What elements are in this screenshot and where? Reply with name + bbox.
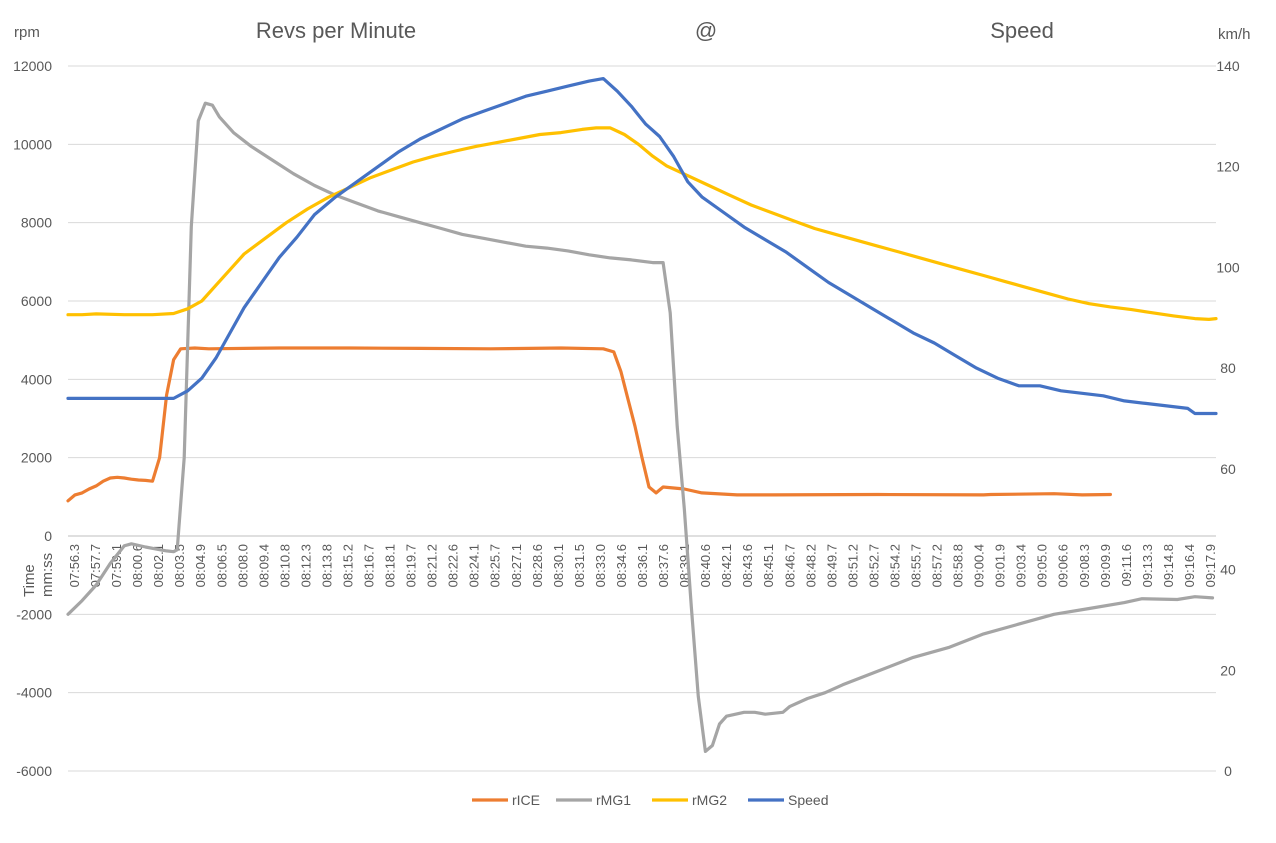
y-left-tick-label: 8000 [21,215,52,231]
x-tick-label: 08:25.7 [488,544,503,587]
x-tick-label: 08:03.5 [172,544,187,587]
series-lines [66,77,1218,753]
x-tick-label: 08:51.2 [845,544,860,587]
x-tick-label: 09:03.4 [1014,544,1029,587]
y-right-tick-label: 80 [1220,360,1236,376]
x-tick-label: 08:27.1 [509,544,524,587]
x-tick-label: 09:01.9 [993,544,1008,587]
series-line-rmg1 [66,101,1215,753]
x-tick-label: 08:04.9 [193,544,208,587]
x-tick-label: 08:45.1 [761,544,776,587]
y-left-tick-label: 6000 [21,293,52,309]
x-tick-label: 08:08.0 [235,544,250,587]
x-tick-label: 08:30.1 [551,544,566,587]
gridlines [68,65,1216,772]
x-tick-label: 08:40.6 [698,544,713,587]
y-right-tick-label: 0 [1224,763,1232,779]
y-axis-left-ticks: -6000 -4000 -2000 0 2000 4000 6000 8000 10000 120… [13,58,52,779]
x-tick-label: 08:16.7 [362,544,377,587]
x-tick-label: 08:22.6 [446,544,461,587]
x-tick-label: 09:16.4 [1182,544,1197,587]
x-tick-label: 09:17.9 [1203,544,1218,587]
x-tick-label: 07:59.1 [109,544,124,587]
x-tick-label: 08:12.3 [298,544,313,587]
y-left-tick-label: 4000 [21,371,52,387]
x-tick-label: 08:55.7 [908,544,923,587]
x-tick-label: 09:13.3 [1140,544,1155,587]
x-tick-label: 09:11.6 [1119,544,1134,586]
x-tick-label: 08:06.5 [214,544,229,587]
x-tick-label: 08:46.7 [782,544,797,587]
y-right-tick-label: 40 [1220,562,1236,578]
x-tick-label: 08:24.1 [467,544,482,587]
x-tick-label: 08:02.1 [151,544,166,587]
y-left-tick-label: -2000 [16,606,52,622]
x-tick-label: 08:10.8 [277,544,292,587]
x-tick-label: 08:58.8 [951,544,966,587]
legend-label-speed: Speed [788,792,828,808]
x-tick-label: 08:09.4 [256,544,271,587]
x-tick-label: 09:09.9 [1098,544,1113,587]
x-tick-label: 08:33.0 [593,544,608,587]
x-tick-label: 09:14.8 [1161,544,1176,587]
y-left-tick-label: 2000 [21,450,52,466]
x-tick-label: 08:18.1 [383,544,398,587]
y-axis-right-label: km/h [1218,26,1251,43]
legend-label-rice: rICE [512,792,540,808]
x-axis-label-time: Time [21,564,38,597]
x-tick-label: 09:08.3 [1077,544,1092,587]
x-axis-ticks: 07:56.3 07:57.7 07:59.1 08:00.6 08:02.1 08:03… [67,544,1218,587]
y-left-tick-label: -4000 [16,685,52,701]
chart-title-part-1: Revs per Minute [256,18,416,43]
x-tick-label: 09:06.6 [1056,544,1071,587]
x-tick-label: 08:00.6 [130,544,145,587]
x-axis-label-units: mm:ss [39,553,56,597]
series-line-rice [66,346,1112,503]
x-tick-label: 07:57.7 [88,544,103,587]
x-tick-label: 08:49.7 [824,544,839,587]
y-right-tick-label: 140 [1216,58,1240,74]
series-line-speed [66,77,1218,416]
x-tick-label: 08:57.2 [930,544,945,587]
x-tick-label: 09:05.0 [1035,544,1050,587]
chart-title-part-3: Speed [990,18,1054,43]
series-line-rmg2 [66,126,1218,321]
x-tick-label: 08:43.6 [740,544,755,587]
x-tick-label: 07:56.3 [67,544,82,587]
y-right-tick-label: 60 [1220,461,1236,477]
x-tick-label: 08:31.5 [572,544,587,587]
x-tick-label: 08:48.2 [803,544,818,587]
y-left-tick-label: 12000 [13,58,52,74]
x-tick-label: 08:42.1 [719,544,734,587]
legend: rICE rMG1 rMG2 Speed [472,792,828,808]
x-tick-label: 08:13.8 [319,544,334,587]
y-right-tick-label: 120 [1216,159,1240,175]
y-left-tick-label: -6000 [16,763,52,779]
x-tick-label: 08:54.2 [887,544,902,587]
y-right-tick-label: 100 [1216,259,1240,275]
chart-title-part-2: @ [695,18,717,43]
x-tick-label: 08:52.7 [866,544,881,587]
y-right-tick-label: 20 [1220,662,1236,678]
y-left-tick-label: 10000 [13,136,52,152]
y-axis-right-ticks: 0 20 40 60 80 100 120 140 [1216,58,1240,779]
x-tick-label: 08:15.2 [340,544,355,587]
x-tick-label: 09:00.4 [972,544,987,587]
legend-label-rmg2: rMG2 [692,792,727,808]
x-tick-label: 08:34.6 [614,544,629,587]
legend-label-rmg1: rMG1 [596,792,631,808]
y-left-tick-label: 0 [44,528,52,544]
x-tick-label: 08:21.2 [425,544,440,587]
x-tick-label: 08:37.6 [656,544,671,587]
x-tick-label: 08:19.7 [404,544,419,587]
x-tick-label: 08:36.1 [635,544,650,587]
x-tick-label: 08:28.6 [530,544,545,587]
y-axis-left-label: rpm [14,24,40,41]
